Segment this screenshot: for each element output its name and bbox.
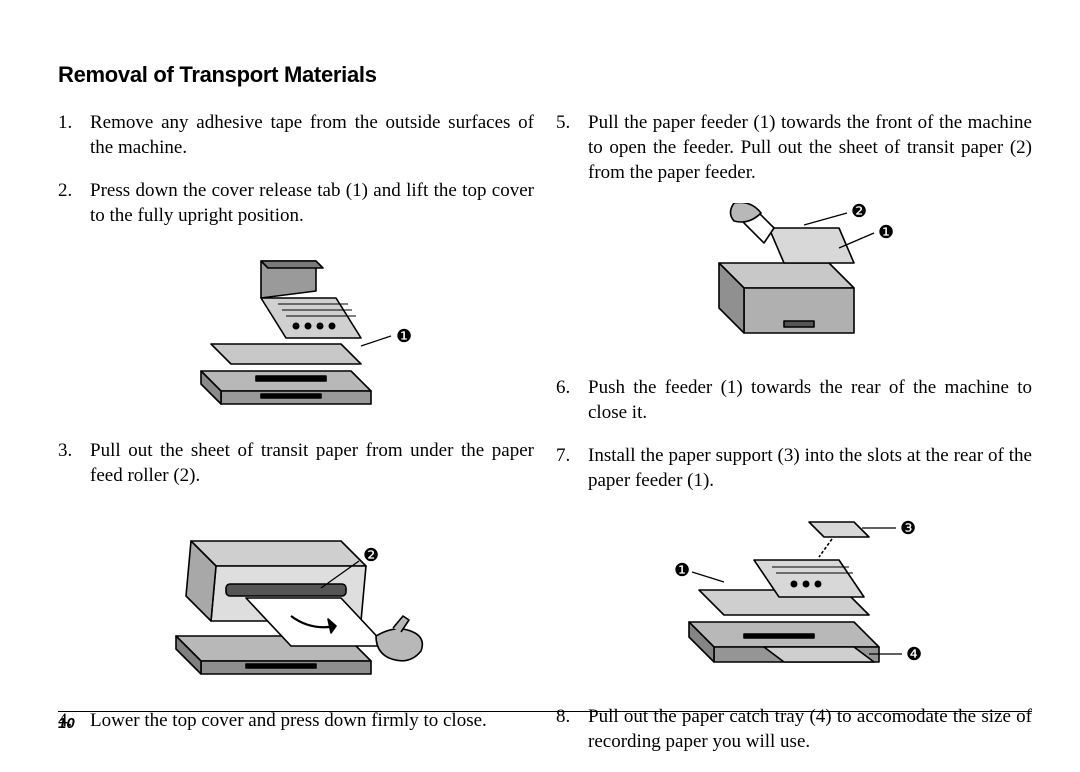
- figure-step3: ❷: [58, 506, 534, 686]
- step-6: 6. Push the feeder (1) towards the rear …: [556, 375, 1032, 425]
- step-5: 5. Pull the paper feeder (1) towards the…: [556, 110, 1032, 185]
- page-number: 10: [58, 715, 75, 732]
- step-text: Press down the cover release tab (1) and…: [90, 178, 534, 228]
- page-footer: 10: [58, 711, 1032, 732]
- step-text: Push the feeder (1) towards the rear of …: [588, 375, 1032, 425]
- step-text: Remove any adhesive tape from the outsid…: [90, 110, 534, 160]
- right-column: 5. Pull the paper feeder (1) towards the…: [556, 110, 1032, 772]
- step-2: 2. Press down the cover release tab (1) …: [58, 178, 534, 228]
- callout-4: ❹: [906, 644, 922, 664]
- callout-1: ❶: [396, 326, 412, 346]
- paper-feeder-open-icon: ❷ ❶: [679, 203, 909, 353]
- printer-cover-open-icon: ❶: [166, 246, 426, 416]
- install-paper-support-icon: ❸ ❶ ❹: [644, 512, 944, 682]
- step-1: 1. Remove any adhesive tape from the out…: [58, 110, 534, 160]
- callout-2: ❷: [851, 203, 867, 221]
- callout-1: ❶: [674, 560, 690, 580]
- callout-2: ❷: [363, 545, 379, 565]
- left-column: 1. Remove any adhesive tape from the out…: [58, 110, 534, 772]
- step-text: Install the paper support (3) into the s…: [588, 443, 1032, 493]
- step-number: 6.: [556, 375, 588, 425]
- step-number: 5.: [556, 110, 588, 185]
- two-column-layout: 1. Remove any adhesive tape from the out…: [58, 110, 1032, 772]
- step-number: 1.: [58, 110, 90, 160]
- step-number: 7.: [556, 443, 588, 493]
- page-title: Removal of Transport Materials: [58, 62, 1032, 88]
- step-3: 3. Pull out the sheet of transit paper f…: [58, 438, 534, 488]
- figure-step7: ❸ ❶ ❹: [556, 512, 1032, 682]
- step-7: 7. Install the paper support (3) into th…: [556, 443, 1032, 493]
- pull-transit-paper-icon: ❷: [151, 506, 441, 686]
- callout-3: ❸: [900, 518, 916, 538]
- figure-step5: ❷ ❶: [556, 203, 1032, 353]
- figure-step2: ❶: [58, 246, 534, 416]
- step-number: 2.: [58, 178, 90, 228]
- step-text: Pull the paper feeder (1) towards the fr…: [588, 110, 1032, 185]
- step-number: 3.: [58, 438, 90, 488]
- step-text: Pull out the sheet of transit paper from…: [90, 438, 534, 488]
- callout-1: ❶: [878, 222, 894, 242]
